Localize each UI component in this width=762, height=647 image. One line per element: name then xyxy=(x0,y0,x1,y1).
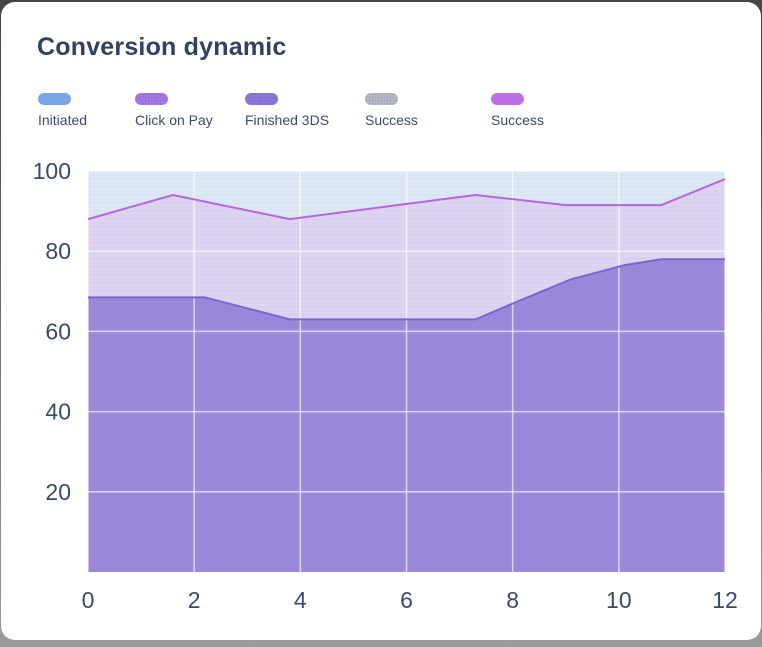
line-success xyxy=(87,178,726,221)
legend-item-success-gray[interactable]: Success xyxy=(365,93,418,128)
legend-swatch-click-on-pay xyxy=(135,93,168,105)
x-tick-label: 2 xyxy=(188,587,201,613)
y-tick-label: 20 xyxy=(45,479,71,505)
legend-item-initiated[interactable]: Initiated xyxy=(38,93,87,128)
x-tick-label: 6 xyxy=(400,587,413,613)
legend-item-label: Success xyxy=(365,112,418,128)
legend-item-finished-3ds[interactable]: Finished 3DS xyxy=(245,93,329,128)
legend-item-label: Finished 3DS xyxy=(245,112,330,128)
legend-swatch-initiated xyxy=(38,93,71,105)
legend-swatch-success-magenta xyxy=(491,93,524,105)
chart-legend: Initiated Click on Pay Finished 3DS Succ… xyxy=(1,2,762,132)
x-tick-label: 0 xyxy=(82,587,95,613)
y-tick-label: 80 xyxy=(45,238,71,264)
legend-swatch-success-gray xyxy=(365,93,398,105)
y-tick-label: 60 xyxy=(45,318,71,344)
legend-item-click-on-pay[interactable]: Click on Pay xyxy=(135,93,213,128)
x-tick-label: 8 xyxy=(506,587,519,613)
legend-item-label: Click on Pay xyxy=(135,112,213,128)
x-tick-label: 12 xyxy=(712,587,738,613)
page-title: Conversion dynamic xyxy=(37,33,287,61)
y-tick-label: 40 xyxy=(45,399,71,425)
legend-item-label: Initiated xyxy=(38,112,88,128)
legend-swatch-finished-3ds xyxy=(245,93,278,105)
y-tick-label: 100 xyxy=(33,158,71,184)
x-tick-label: 10 xyxy=(606,587,632,613)
x-tick-label: 4 xyxy=(294,587,307,613)
line-finished-3ds xyxy=(88,258,725,321)
legend-item-label: Success xyxy=(491,112,544,128)
legend-item-success-magenta[interactable]: Success xyxy=(491,93,544,128)
